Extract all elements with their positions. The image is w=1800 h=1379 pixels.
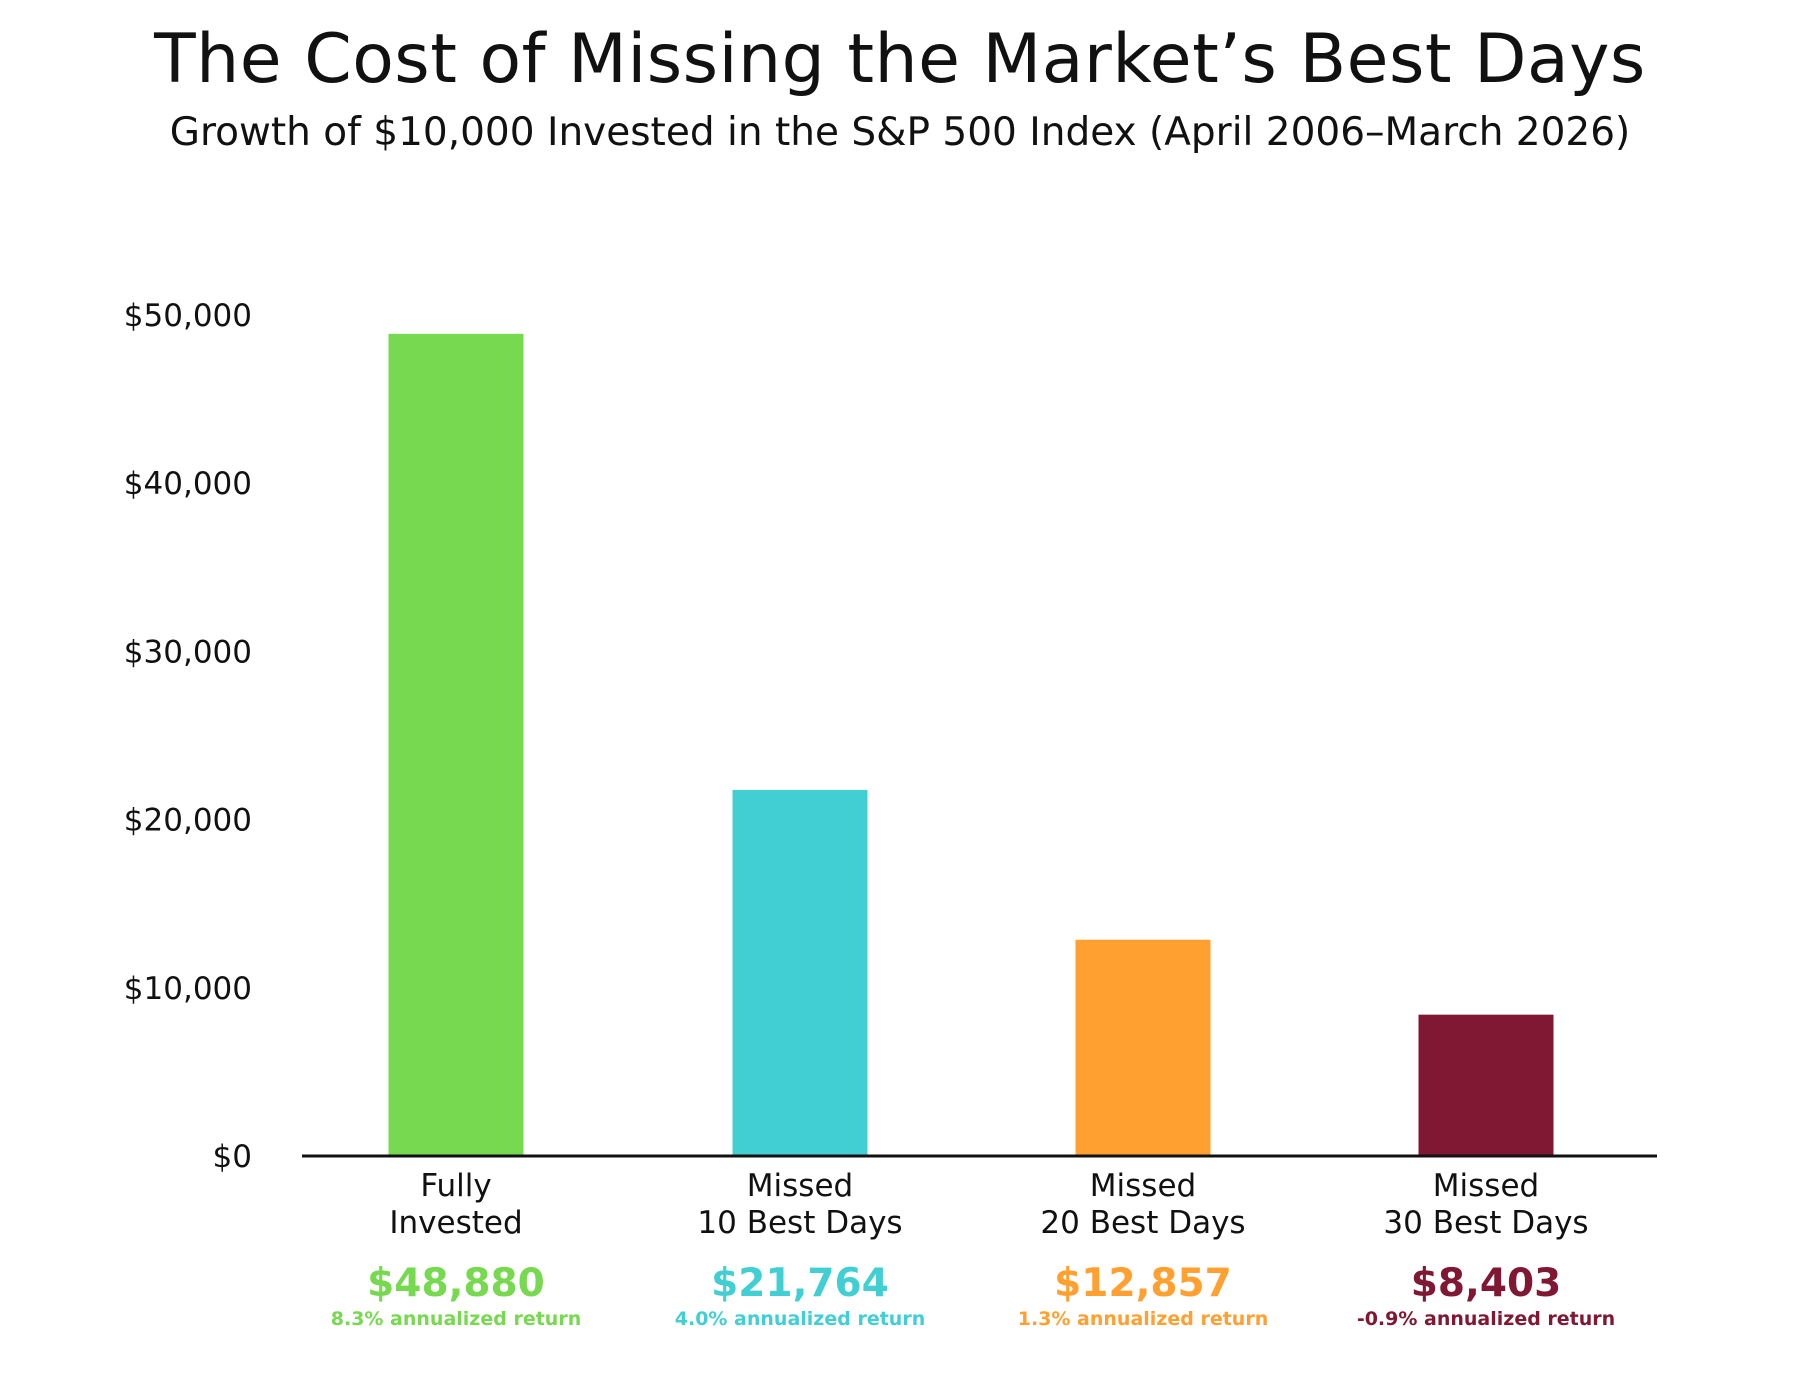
bar (1418, 1014, 1554, 1156)
return-label: 4.0% annualized return (675, 1308, 925, 1330)
x-tick-label: 20 Best Days (1040, 1205, 1245, 1241)
x-tick-label: 10 Best Days (697, 1205, 902, 1241)
return-label: -0.9% annualized return (1357, 1308, 1615, 1330)
data-label: $21,764 (711, 1261, 889, 1306)
y-tick-label: $50,000 (124, 298, 252, 334)
bar (388, 333, 524, 1157)
x-tick-label: Invested (389, 1205, 522, 1241)
bar (1075, 939, 1211, 1156)
data-label: $12,857 (1054, 1261, 1232, 1306)
x-tick-label: Missed (1433, 1168, 1539, 1204)
data-label: $48,880 (367, 1261, 545, 1306)
x-tick-label: Fully (420, 1168, 491, 1204)
y-tick-label: $30,000 (124, 634, 252, 670)
x-tick-label: 30 Best Days (1383, 1205, 1588, 1241)
y-tick-label: $40,000 (124, 466, 252, 502)
x-tick-label: Missed (1090, 1168, 1196, 1204)
chart-subtitle: Growth of $10,000 Invested in the S&P 50… (169, 110, 1631, 155)
return-label: 8.3% annualized return (331, 1308, 581, 1330)
y-tick-label: $0 (213, 1139, 252, 1175)
y-tick-label: $10,000 (124, 971, 252, 1007)
y-tick-label: $20,000 (124, 803, 252, 839)
bar (732, 789, 868, 1156)
chart-title: The Cost of Missing the Market’s Best Da… (154, 20, 1646, 99)
return-label: 1.3% annualized return (1018, 1308, 1268, 1330)
x-tick-label: Missed (747, 1168, 853, 1204)
data-label: $8,403 (1411, 1261, 1562, 1306)
